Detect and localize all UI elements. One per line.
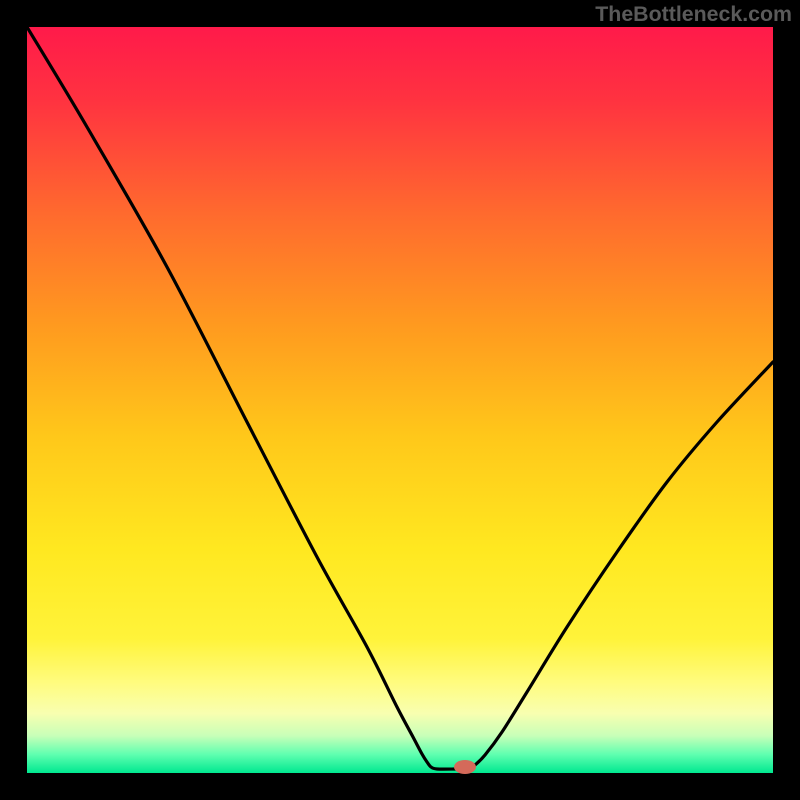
curve-svg <box>27 27 773 773</box>
chart-container: TheBottleneck.com <box>0 0 800 800</box>
watermark-text: TheBottleneck.com <box>595 2 792 27</box>
plot-area <box>27 27 773 773</box>
optimum-marker <box>454 760 476 774</box>
bottleneck-curve <box>27 27 773 769</box>
